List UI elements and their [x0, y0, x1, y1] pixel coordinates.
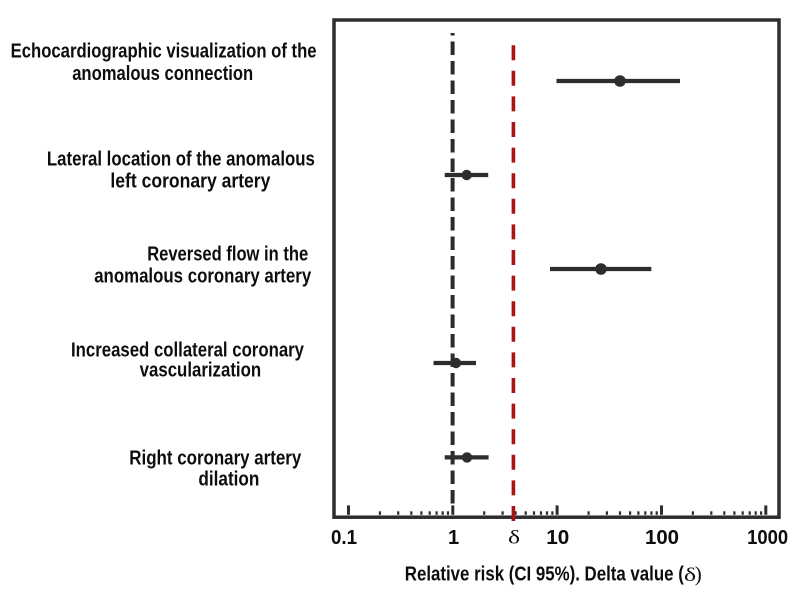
svg-text:Reversed flow in the: Reversed flow in the [147, 244, 308, 266]
svg-text:dilation: dilation [198, 469, 259, 491]
svg-text:0.1: 0.1 [331, 527, 357, 549]
svg-text:Echocardiographic visualizatio: Echocardiographic visualization of the [11, 41, 317, 63]
svg-text:1: 1 [448, 527, 459, 549]
svg-text:δ: δ [508, 526, 520, 547]
svg-text:Right coronary artery: Right coronary artery [129, 447, 302, 469]
svg-text:Relative risk (CI 95%). Delta: Relative risk (CI 95%). Delta value ( [405, 564, 684, 586]
svg-text:10: 10 [546, 527, 569, 549]
svg-text:δ: δ [684, 564, 696, 585]
svg-text:1000: 1000 [747, 527, 788, 549]
svg-text:Increased collateral coronary: Increased collateral coronary [71, 340, 305, 362]
svg-text:): ) [695, 562, 702, 586]
svg-text:left coronary artery: left coronary artery [110, 171, 271, 193]
svg-text:vascularization: vascularization [140, 359, 262, 381]
svg-text:anomalous connection: anomalous connection [72, 63, 253, 85]
svg-text:Lateral location of the anomal: Lateral location of the anomalous [47, 149, 315, 171]
svg-text:anomalous coronary artery: anomalous coronary artery [94, 266, 312, 288]
svg-text:100: 100 [645, 527, 679, 549]
